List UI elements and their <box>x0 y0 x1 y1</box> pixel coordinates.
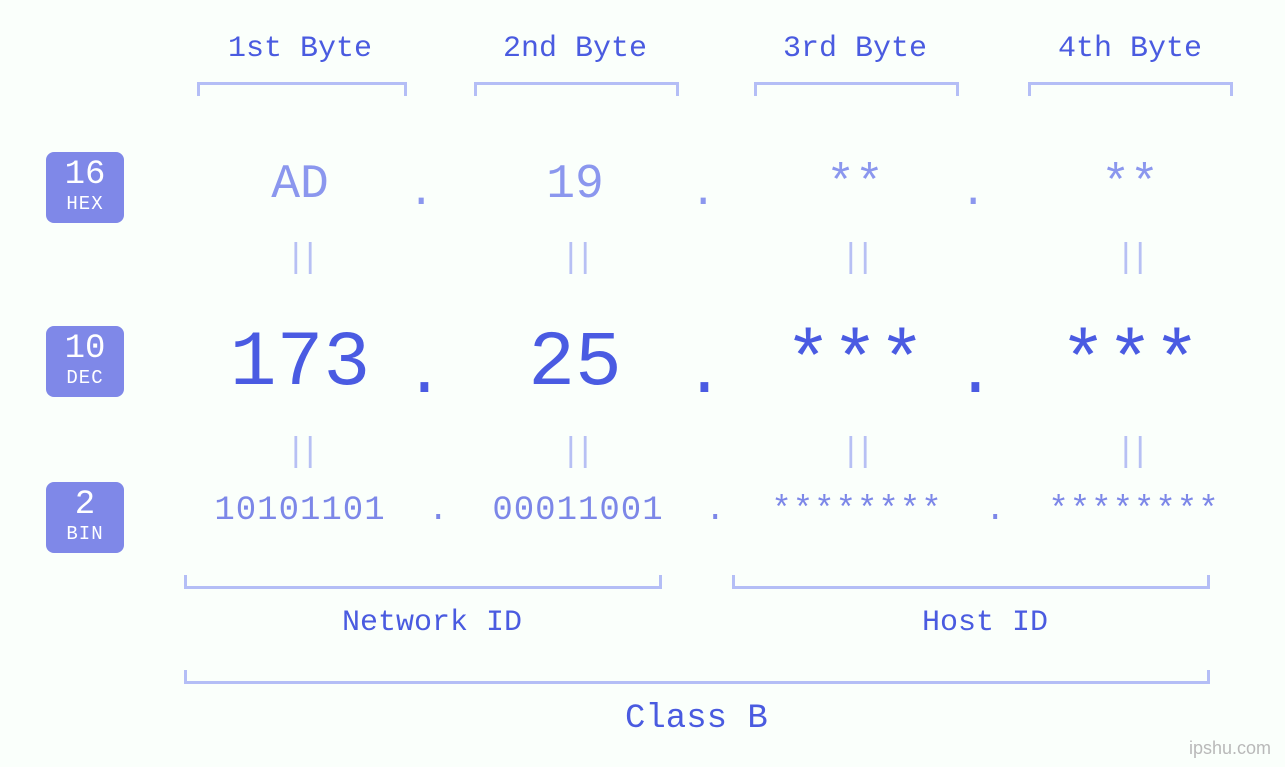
hex-dot-2: . <box>690 168 716 218</box>
hex-dot-3: . <box>960 168 986 218</box>
badge-bin-num: 2 <box>46 488 124 522</box>
equals-2-1: || <box>175 434 425 472</box>
label-network-id: Network ID <box>342 606 522 640</box>
equals-1-4: || <box>1005 240 1255 278</box>
badge-bin: 2 BIN <box>46 482 124 553</box>
byte-header-1: 1st Byte <box>175 32 425 66</box>
dec-dot-2: . <box>684 336 725 413</box>
bin-byte-3: ******** <box>727 492 987 530</box>
badge-dec-num: 10 <box>46 332 124 366</box>
equals-2-4: || <box>1005 434 1255 472</box>
equals-1-3: || <box>730 240 980 278</box>
bracket-byte-2 <box>474 82 679 96</box>
hex-byte-1: AD <box>175 158 425 212</box>
bracket-network-id <box>184 575 662 589</box>
dec-byte-1: 173 <box>175 320 425 408</box>
byte-header-4: 4th Byte <box>1005 32 1255 66</box>
badge-bin-label: BIN <box>46 524 124 545</box>
bin-byte-2: 00011001 <box>448 492 708 530</box>
label-host-id: Host ID <box>922 606 1048 640</box>
dec-dot-1: . <box>404 336 445 413</box>
watermark: ipshu.com <box>1189 738 1271 759</box>
equals-2-3: || <box>730 434 980 472</box>
dec-byte-2: 25 <box>450 320 700 408</box>
label-class: Class B <box>625 700 768 738</box>
bin-byte-1: 10101101 <box>170 492 430 530</box>
dec-byte-3: *** <box>730 320 980 408</box>
bin-dot-2: . <box>705 492 725 530</box>
dec-dot-3: . <box>955 336 996 413</box>
bin-dot-1: . <box>428 492 448 530</box>
hex-dot-1: . <box>408 168 434 218</box>
byte-header-3: 3rd Byte <box>730 32 980 66</box>
hex-byte-4: ** <box>1005 158 1255 212</box>
ip-diagram: 1st Byte 2nd Byte 3rd Byte 4th Byte 16 H… <box>0 0 1285 767</box>
bracket-byte-3 <box>754 82 959 96</box>
bracket-class <box>184 670 1210 684</box>
bin-byte-4: ******** <box>1004 492 1264 530</box>
badge-hex-num: 16 <box>46 158 124 192</box>
equals-2-2: || <box>450 434 700 472</box>
equals-1-2: || <box>450 240 700 278</box>
dec-byte-4: *** <box>1005 320 1255 408</box>
byte-header-2: 2nd Byte <box>450 32 700 66</box>
badge-dec-label: DEC <box>46 368 124 389</box>
badge-hex: 16 HEX <box>46 152 124 223</box>
bracket-byte-4 <box>1028 82 1233 96</box>
equals-1-1: || <box>175 240 425 278</box>
bin-dot-3: . <box>985 492 1005 530</box>
bracket-byte-1 <box>197 82 407 96</box>
badge-hex-label: HEX <box>46 194 124 215</box>
hex-byte-3: ** <box>730 158 980 212</box>
hex-byte-2: 19 <box>450 158 700 212</box>
badge-dec: 10 DEC <box>46 326 124 397</box>
bracket-host-id <box>732 575 1210 589</box>
